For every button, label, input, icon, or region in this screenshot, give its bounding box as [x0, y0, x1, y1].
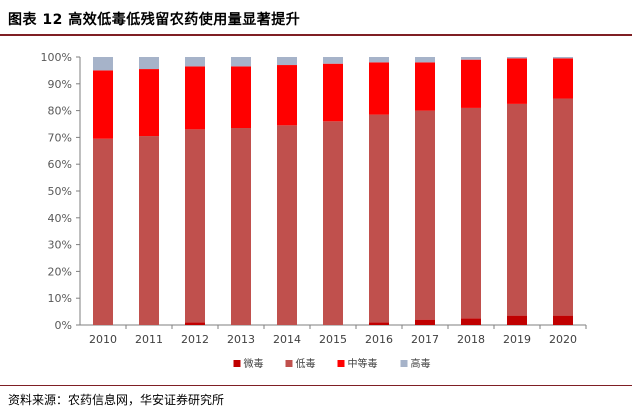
bar-segment	[139, 57, 159, 70]
x-tick-label: 2013	[227, 333, 255, 346]
bar-segment	[507, 315, 527, 325]
bar-segment	[507, 103, 527, 316]
bar-segment	[93, 70, 113, 139]
bar-segment	[139, 69, 159, 137]
legend-label: 微毒	[244, 357, 264, 370]
bar-segment	[369, 57, 389, 63]
bar-segment	[323, 57, 343, 64]
y-tick-label: 30%	[48, 239, 72, 252]
bar-segment	[507, 58, 527, 104]
bar-segment	[507, 57, 527, 59]
bar-segment	[93, 57, 113, 71]
bar-segment	[415, 62, 435, 111]
y-tick-label: 70%	[48, 131, 72, 144]
y-tick-label: 100%	[41, 51, 72, 64]
y-tick-label: 40%	[48, 212, 72, 225]
legend-swatch	[337, 360, 345, 367]
bar-segment	[461, 318, 481, 325]
bar-segment	[553, 98, 573, 316]
bar-segment	[185, 322, 205, 325]
legend-swatch	[285, 360, 293, 367]
x-tick-label: 2018	[457, 333, 485, 346]
legend-label: 低毒	[296, 357, 316, 370]
bar-segment	[369, 114, 389, 323]
y-tick-label: 10%	[48, 292, 72, 305]
title-divider	[0, 34, 632, 36]
y-tick-label: 20%	[48, 265, 72, 278]
x-tick-label: 2019	[503, 333, 531, 346]
y-tick-label: 0%	[55, 319, 72, 332]
bar-segment	[553, 315, 573, 325]
legend-label: 中等毒	[348, 357, 378, 370]
x-tick-label: 2020	[549, 333, 577, 346]
bar-segment	[323, 63, 343, 122]
footer-divider	[0, 385, 632, 386]
x-tick-label: 2012	[181, 333, 209, 346]
y-tick-label: 50%	[48, 185, 72, 198]
bar-segment	[461, 59, 481, 108]
bar-segment	[461, 57, 481, 60]
legend-swatch	[400, 360, 408, 367]
x-tick-label: 2017	[411, 333, 439, 346]
bar-segment	[415, 57, 435, 63]
x-tick-label: 2010	[89, 333, 117, 346]
source-note: 资料来源：农药信息网，华安证券研究所	[8, 393, 225, 407]
legend-swatch	[233, 360, 241, 367]
bar-segment	[277, 65, 297, 126]
bar-segment	[369, 322, 389, 325]
x-tick-label: 2011	[135, 333, 163, 346]
bar-segment	[415, 319, 435, 325]
legend-label: 高毒	[411, 357, 431, 370]
bar-segment	[323, 121, 343, 325]
y-tick-label: 90%	[48, 78, 72, 91]
bar-segment	[231, 66, 251, 129]
figure-label: 图表 12	[8, 12, 63, 28]
bar-segment	[93, 138, 113, 325]
x-tick-label: 2016	[365, 333, 393, 346]
x-tick-label: 2015	[319, 333, 347, 346]
bar-segment	[231, 128, 251, 325]
bar-segment	[185, 66, 205, 130]
stacked-bar-chart: 0% 10% 20% 30% 40% 50% 60% 70% 80% 90% 100% 2010 201…	[41, 51, 587, 370]
bar-segment	[553, 58, 573, 99]
bar-segment	[185, 57, 205, 67]
bar-segment	[369, 62, 389, 115]
bar-segment	[185, 129, 205, 323]
figure-title-text: 高效低毒低残留农药使用量显著提升	[68, 12, 301, 28]
x-tick-label: 2014	[273, 333, 301, 346]
bar-segment	[231, 57, 251, 67]
bar-segment	[415, 110, 435, 320]
y-tick-label: 80%	[48, 105, 72, 118]
bar-segment	[139, 136, 159, 325]
y-tick-label: 60%	[48, 158, 72, 171]
bar-segment	[553, 57, 573, 59]
bar-segment	[277, 57, 297, 66]
figure-title: 图表 12 高效低毒低残留农药使用量显著提升	[8, 9, 300, 29]
bar-segment	[277, 125, 297, 325]
bar-segment	[461, 107, 481, 319]
